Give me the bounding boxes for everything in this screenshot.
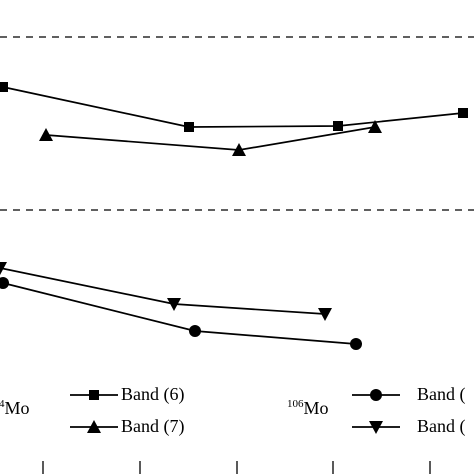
legend-label: Band (6) <box>121 384 184 405</box>
marker <box>368 120 382 133</box>
legend-group-label: 104Mo <box>0 398 30 419</box>
legend-group-label: 106Mo <box>287 398 329 419</box>
series-line <box>0 267 326 315</box>
marker <box>87 420 101 433</box>
marker <box>0 262 7 275</box>
marker <box>333 121 343 131</box>
marker <box>0 277 9 289</box>
series-line <box>45 126 376 151</box>
series-line <box>2 282 357 345</box>
legend-group-element: Mo <box>304 398 329 418</box>
marker <box>369 421 383 434</box>
marker <box>0 82 8 92</box>
marker <box>458 108 468 118</box>
marker <box>189 325 201 337</box>
marker <box>89 390 99 400</box>
marker <box>167 298 181 311</box>
legend-group-element: Mo <box>5 398 30 418</box>
marker <box>370 389 382 401</box>
legend-label: Band ( <box>417 416 466 437</box>
marker <box>350 338 362 350</box>
marker <box>232 143 246 156</box>
series-line <box>2 86 464 128</box>
marker <box>184 122 194 132</box>
legend-group-mass: 104 <box>0 398 5 410</box>
legend-group-mass: 106 <box>287 398 304 410</box>
legend-label: Band (7) <box>121 416 184 437</box>
marker <box>39 128 53 141</box>
marker <box>318 308 332 321</box>
legend-label: Band ( <box>417 384 466 405</box>
